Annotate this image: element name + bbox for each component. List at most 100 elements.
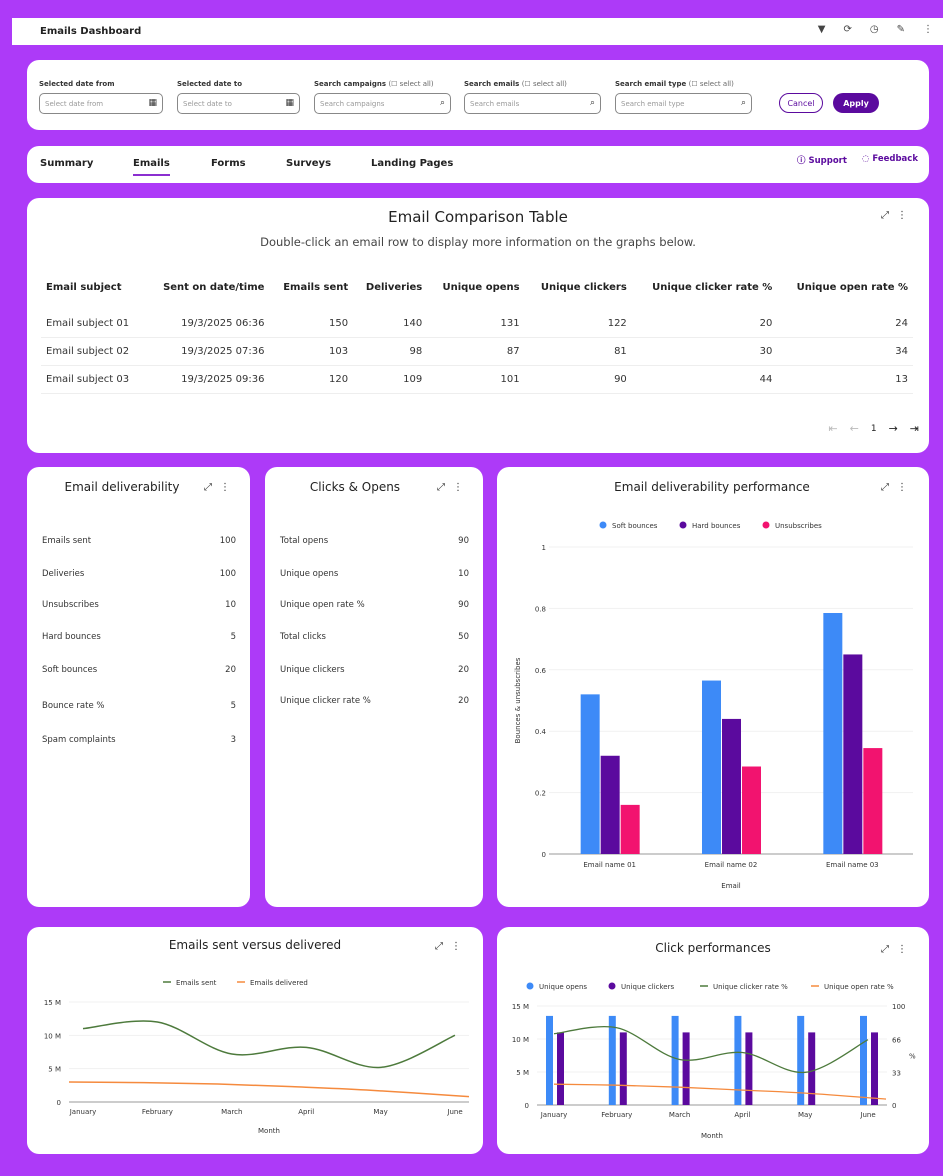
campaigns-search-input[interactable]: Search campaigns ⌕	[314, 93, 451, 114]
expand-icon[interactable]: ⤢	[435, 941, 451, 952]
x-tick-label: January	[540, 1111, 568, 1119]
card-controls: ⤢⋮	[881, 944, 915, 955]
tab-emails[interactable]: Emails	[133, 158, 170, 176]
more-vert-icon[interactable]: ⋮	[451, 941, 469, 952]
metric-label: Soft bounces	[42, 665, 98, 675]
legend-marker	[608, 982, 616, 990]
column-header[interactable]: Sent on date/time	[163, 282, 265, 293]
tab-summary[interactable]: Summary	[40, 158, 94, 169]
table-cell: 34	[777, 337, 913, 366]
series-line	[553, 1083, 887, 1100]
expand-icon[interactable]: ⤢	[881, 944, 897, 955]
more-vert-icon[interactable]: ⋮	[897, 210, 915, 221]
chart-title: Emails sent versus delivered	[168, 938, 342, 952]
column-header[interactable]: Unique clickers	[540, 282, 627, 293]
metric-value: 50	[458, 632, 469, 642]
filter-icon[interactable]: ▼	[817, 24, 826, 35]
table-cell: 30	[631, 337, 778, 366]
table-row[interactable]: Email subject 02 19/3/2025 07:36 103 98 87 81…	[41, 337, 913, 366]
next-page-icon[interactable]: →	[888, 422, 898, 435]
more-vert-icon[interactable]: ⋮	[453, 482, 471, 493]
metric-label: Hard bounces	[42, 632, 101, 642]
select-all-checkbox[interactable]: (☐ select all)	[388, 80, 434, 88]
filter-panel: Selected date from Select date from ▦ Sel…	[27, 60, 929, 130]
metric-value: 90	[458, 600, 469, 610]
metric-value: 10	[458, 569, 469, 579]
legend-label: Unsubscribes	[775, 522, 822, 530]
legend-marker	[679, 521, 687, 529]
date-from-input[interactable]: Select date from ▦	[39, 93, 163, 114]
table-cell: Email subject 02	[41, 337, 145, 366]
bar	[797, 1015, 805, 1105]
cancel-button[interactable]: Cancel	[779, 93, 823, 113]
metric-value: 3	[230, 735, 236, 745]
clock-icon[interactable]: ◷	[869, 24, 879, 35]
legend-label: Unique open rate %	[824, 983, 894, 991]
x-tick-label: June	[859, 1111, 875, 1119]
page-number: 1	[870, 424, 877, 434]
y-tick-label: 0.6	[535, 667, 547, 675]
expand-icon[interactable]: ⤢	[204, 482, 220, 493]
column-header[interactable]: Email subject	[46, 282, 122, 293]
column-header[interactable]: Deliveries	[365, 282, 423, 293]
y-tick-label: 0.2	[535, 790, 546, 798]
column-header[interactable]: Unique clicker rate %	[652, 282, 773, 293]
date-to-input[interactable]: Select date to ▦	[177, 93, 300, 114]
apply-button[interactable]: Apply	[833, 93, 879, 113]
campaigns-label: Search campaigns	[314, 80, 386, 88]
refresh-icon[interactable]: ⟳	[843, 24, 852, 35]
select-all-checkbox[interactable]: (☐ select all)	[688, 80, 734, 88]
more-vert-icon[interactable]: ⋮	[897, 482, 915, 493]
select-all-checkbox[interactable]: (☐ select all)	[521, 80, 567, 88]
metric-row: Unsubscribes 10	[42, 600, 236, 610]
table-cell: 150	[269, 310, 354, 338]
column-header[interactable]: Unique open rate %	[796, 282, 908, 293]
calendar-icon: ▦	[148, 98, 157, 108]
first-page-icon[interactable]: ⇤	[828, 422, 838, 435]
y-tick-label: 5 M	[516, 1069, 529, 1077]
metric-row: Unique clicker rate % 20	[280, 696, 469, 706]
expand-icon[interactable]: ⤢	[881, 210, 897, 221]
email-type-group: Search email type (☐ select all) Search …	[615, 80, 752, 114]
prev-page-icon[interactable]: ←	[849, 422, 859, 435]
bar	[608, 1015, 616, 1105]
expand-icon[interactable]: ⤢	[881, 482, 897, 493]
x-tick-label: Email name 02	[705, 861, 758, 869]
bar	[808, 1032, 816, 1105]
table-cell: 20	[631, 310, 778, 338]
metric-value: 5	[230, 632, 236, 642]
y-tick-label: 0.8	[535, 605, 546, 613]
x-tick-label: February	[601, 1111, 632, 1119]
deliverability-chart: Soft bounces Hard bounces Unsubscribes 0 0.2…	[514, 521, 913, 890]
support-link[interactable]: ⓘ Support	[797, 156, 847, 166]
metric-label: Total clicks	[280, 632, 326, 642]
more-vert-icon[interactable]: ⋮	[897, 944, 915, 955]
y-tick-label: 0	[57, 1099, 61, 1107]
column-header[interactable]: Unique opens	[442, 282, 520, 293]
table-row[interactable]: Email subject 01 19/3/2025 06:36 150 140 131…	[41, 310, 913, 338]
y-right-tick-label: 0	[892, 1102, 896, 1110]
tab-landing-pages[interactable]: Landing Pages	[371, 158, 454, 169]
column-header[interactable]: Emails sent	[283, 282, 349, 293]
bar	[702, 680, 721, 854]
table-cell: 90	[524, 365, 632, 394]
table-cell: 24	[777, 310, 913, 338]
metric-value: 90	[458, 536, 469, 546]
wrench-icon[interactable]: ✎	[896, 24, 905, 35]
emails-group: Search emails (☐ select all) Search emai…	[464, 80, 601, 114]
table-cell: 19/3/2025 09:36	[145, 365, 270, 394]
tab-surveys[interactable]: Surveys	[286, 158, 332, 169]
bar	[722, 718, 741, 854]
table-row[interactable]: Email subject 03 19/3/2025 09:36 120 109 101…	[41, 365, 913, 394]
expand-icon[interactable]: ⤢	[437, 482, 453, 493]
metric-value: 5	[230, 701, 236, 711]
more-vert-icon[interactable]: ⋮	[923, 24, 933, 35]
tab-forms[interactable]: Forms	[211, 158, 246, 169]
more-vert-icon[interactable]: ⋮	[220, 482, 238, 493]
email-type-search-input[interactable]: Search email type ⌕	[615, 93, 752, 114]
last-page-icon[interactable]: ⇥	[909, 422, 919, 435]
feedback-link[interactable]: ◌ Feedback	[862, 154, 918, 164]
y-tick-label: 1	[542, 544, 546, 552]
card-controls: ⤢⋮	[435, 941, 469, 952]
emails-search-input[interactable]: Search emails ⌕	[464, 93, 601, 114]
